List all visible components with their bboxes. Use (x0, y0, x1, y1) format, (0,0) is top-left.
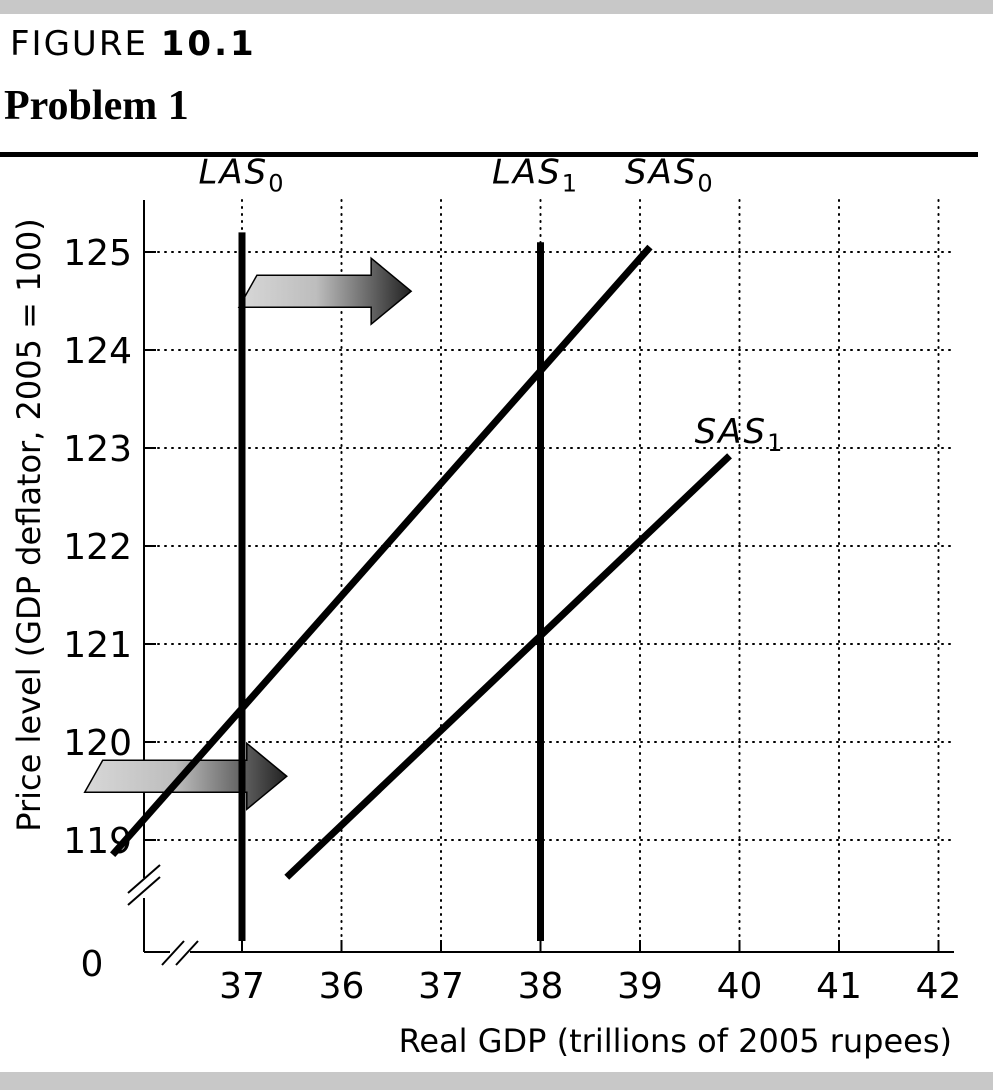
curve-label-las0: LAS0 (198, 152, 285, 197)
curve-label-subscript: 0 (268, 169, 285, 197)
x-tick-label: 40 (717, 966, 763, 1007)
top-border-bar (0, 0, 993, 14)
y-tick-label: 123 (63, 429, 132, 470)
x-axis-break-mark (175, 940, 199, 966)
bottom-border-bar (0, 1072, 993, 1090)
grid-layer (143, 199, 955, 953)
shift-arrow (237, 256, 413, 326)
x-tick-label: 38 (518, 966, 564, 1007)
y-tick-label: 124 (63, 331, 132, 372)
curve-label-subscript: 0 (697, 169, 714, 197)
figure-number: 10.1 (160, 24, 257, 64)
y-axis-break-mark (127, 864, 161, 894)
curve-label-subscript: 1 (562, 169, 579, 197)
x-tick-label: 41 (816, 966, 862, 1007)
arrow-layer (83, 256, 413, 811)
series-layer (110, 232, 732, 941)
x-tick-label: 39 (617, 966, 663, 1007)
curve-label-sas1: SAS1 (695, 412, 785, 457)
x-axis-title: Real GDP (trillions of 2005 rupees) (399, 1022, 952, 1060)
y-axis-title: Price level (GDP deflator, 2005 = 100) (10, 218, 48, 831)
label-layer: Real GDP (trillions of 2005 rupees) Price… (10, 152, 952, 1060)
curve-sas0 (110, 244, 653, 858)
title-rule (0, 152, 978, 157)
curve-label-sas0: SAS0 (625, 152, 715, 197)
x-tick-label: 37 (418, 966, 464, 1007)
y-tick-label: 120 (63, 723, 132, 764)
curve-sas1 (284, 453, 732, 880)
figure-label: FIGURE 10.1 (10, 24, 257, 64)
x-axis-break-mark (161, 940, 185, 966)
y-tick-label: 122 (63, 527, 132, 568)
y-tick-label: 125 (63, 233, 132, 274)
x-tick-label: 42 (916, 966, 962, 1007)
figure-label-prefix: FIGURE (10, 24, 148, 64)
origin-label: 0 (81, 944, 104, 985)
figure-title: Problem 1 (4, 83, 189, 129)
y-tick-label: 121 (63, 625, 132, 666)
curve-label-subscript: 1 (767, 429, 784, 457)
curve-label-las1: LAS1 (492, 152, 579, 197)
y-axis-break-mark (127, 876, 161, 906)
x-tick-label: 36 (319, 966, 365, 1007)
x-tick-label: 37 (219, 966, 265, 1007)
